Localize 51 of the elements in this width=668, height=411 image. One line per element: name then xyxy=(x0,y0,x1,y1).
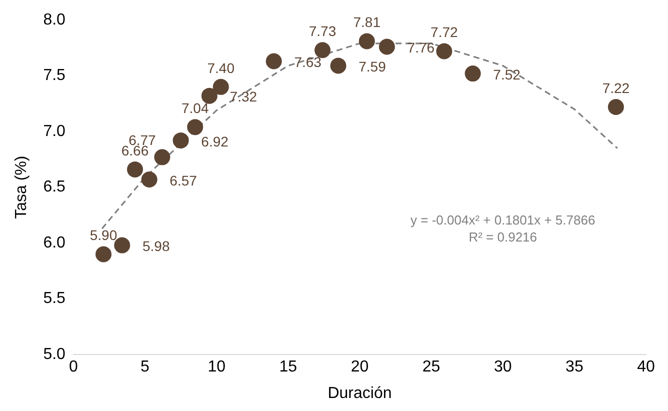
data-label: 6.57 xyxy=(170,172,198,188)
x-tick-label: 35 xyxy=(566,358,584,376)
y-tick-label: 7.5 xyxy=(43,67,66,84)
point xyxy=(154,149,170,166)
y-axis-title: Tasa (%) xyxy=(13,156,30,219)
y-tick-label: 5.0 xyxy=(43,346,66,364)
point xyxy=(201,88,218,104)
y-tick-label: 5.5 xyxy=(43,290,66,308)
annotation: R² = 0.9216 xyxy=(468,229,538,244)
point xyxy=(266,53,282,70)
data-label: 7.32 xyxy=(230,88,258,105)
data-label: 7.52 xyxy=(493,66,521,82)
data-label: 7.76 xyxy=(407,40,435,56)
data-label: 7.63 xyxy=(294,54,322,70)
data-label: 7.59 xyxy=(358,58,386,75)
point xyxy=(314,42,331,58)
data-label: 7.22 xyxy=(602,80,630,96)
y-tick-label: 8.0 xyxy=(43,11,66,28)
data-label: 6.92 xyxy=(201,133,229,150)
point xyxy=(141,171,158,188)
x-tick-label: 15 xyxy=(279,358,298,376)
data-label: 7.73 xyxy=(308,22,336,39)
point xyxy=(96,246,112,262)
point xyxy=(378,38,395,55)
data-label: 7.04 xyxy=(181,100,209,116)
x-tick-label: 40 xyxy=(637,358,655,376)
point xyxy=(187,119,204,136)
point xyxy=(330,58,346,74)
annotation: y = -0.004x² + 0.1801x + 5.7866 xyxy=(410,212,596,228)
x-tick-label: 25 xyxy=(422,358,440,376)
y-tick-label: 6.5 xyxy=(43,178,66,196)
data-label: 5.98 xyxy=(142,238,170,254)
point xyxy=(172,132,189,148)
x-axis-title: Duración xyxy=(328,384,392,402)
data-label: 7.72 xyxy=(430,24,458,40)
point xyxy=(608,98,624,115)
data-label: 5.90 xyxy=(90,227,118,244)
point xyxy=(212,78,229,95)
data-label: 7.81 xyxy=(353,14,381,30)
y-tick-label: 7.0 xyxy=(43,122,66,140)
x-tick-label: 0 xyxy=(68,358,78,376)
data-label: 7.40 xyxy=(207,60,235,76)
point xyxy=(464,66,481,82)
y-tick-label: 6.0 xyxy=(43,234,66,252)
x-tick-label: 5 xyxy=(140,358,150,376)
point xyxy=(126,161,143,178)
x-tick-label: 20 xyxy=(350,358,369,376)
x-tick-label: 10 xyxy=(208,358,226,376)
point xyxy=(358,33,375,50)
x-tick-label: 30 xyxy=(494,358,512,376)
point xyxy=(436,43,452,60)
